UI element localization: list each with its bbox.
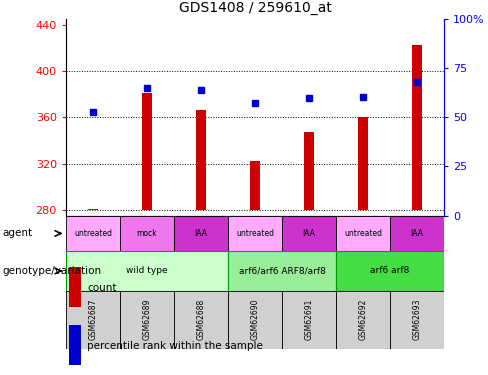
Bar	[228, 216, 282, 251]
Bar	[120, 216, 174, 251]
Bar	[69, 325, 81, 365]
Text: GSM62690: GSM62690	[250, 299, 260, 340]
Text: percentile rank within the sample: percentile rank within the sample	[87, 340, 263, 351]
Bar	[336, 251, 444, 291]
Bar	[250, 161, 260, 210]
Text: IAA: IAA	[194, 229, 207, 238]
Text: IAA: IAA	[410, 229, 424, 238]
Bar	[228, 251, 336, 291]
Title: GDS1408 / 259610_at: GDS1408 / 259610_at	[179, 1, 331, 15]
Bar	[142, 93, 152, 210]
Bar	[282, 291, 336, 349]
Text: untreated: untreated	[236, 229, 274, 238]
Text: GSM62688: GSM62688	[197, 299, 205, 340]
Text: agent: agent	[2, 228, 33, 238]
Bar	[174, 291, 228, 349]
Bar	[88, 209, 98, 210]
Text: GSM62693: GSM62693	[412, 299, 422, 340]
Bar	[174, 216, 228, 251]
Text: count: count	[87, 282, 117, 292]
Bar	[66, 291, 120, 349]
Text: mock: mock	[137, 229, 157, 238]
Text: IAA: IAA	[303, 229, 316, 238]
Bar	[69, 267, 81, 308]
Bar	[228, 291, 282, 349]
Bar	[412, 45, 422, 210]
Bar	[358, 117, 368, 210]
Text: arf6/arf6 ARF8/arf8: arf6/arf6 ARF8/arf8	[239, 266, 325, 275]
Text: untreated: untreated	[74, 229, 112, 238]
Text: GSM62691: GSM62691	[305, 299, 313, 340]
Text: untreated: untreated	[344, 229, 382, 238]
Bar	[66, 216, 120, 251]
Text: GSM62692: GSM62692	[359, 299, 367, 340]
Bar	[390, 291, 444, 349]
Bar	[66, 251, 228, 291]
Text: GSM62687: GSM62687	[88, 299, 98, 340]
Text: GSM62689: GSM62689	[142, 299, 151, 340]
Text: genotype/variation: genotype/variation	[2, 266, 102, 276]
Bar	[304, 132, 314, 210]
Bar	[196, 110, 206, 210]
Bar	[336, 216, 390, 251]
Text: wild type: wild type	[126, 266, 168, 275]
Bar	[336, 291, 390, 349]
Text: arf6 arf8: arf6 arf8	[370, 266, 410, 275]
Bar	[120, 291, 174, 349]
Bar	[282, 216, 336, 251]
Bar	[390, 216, 444, 251]
